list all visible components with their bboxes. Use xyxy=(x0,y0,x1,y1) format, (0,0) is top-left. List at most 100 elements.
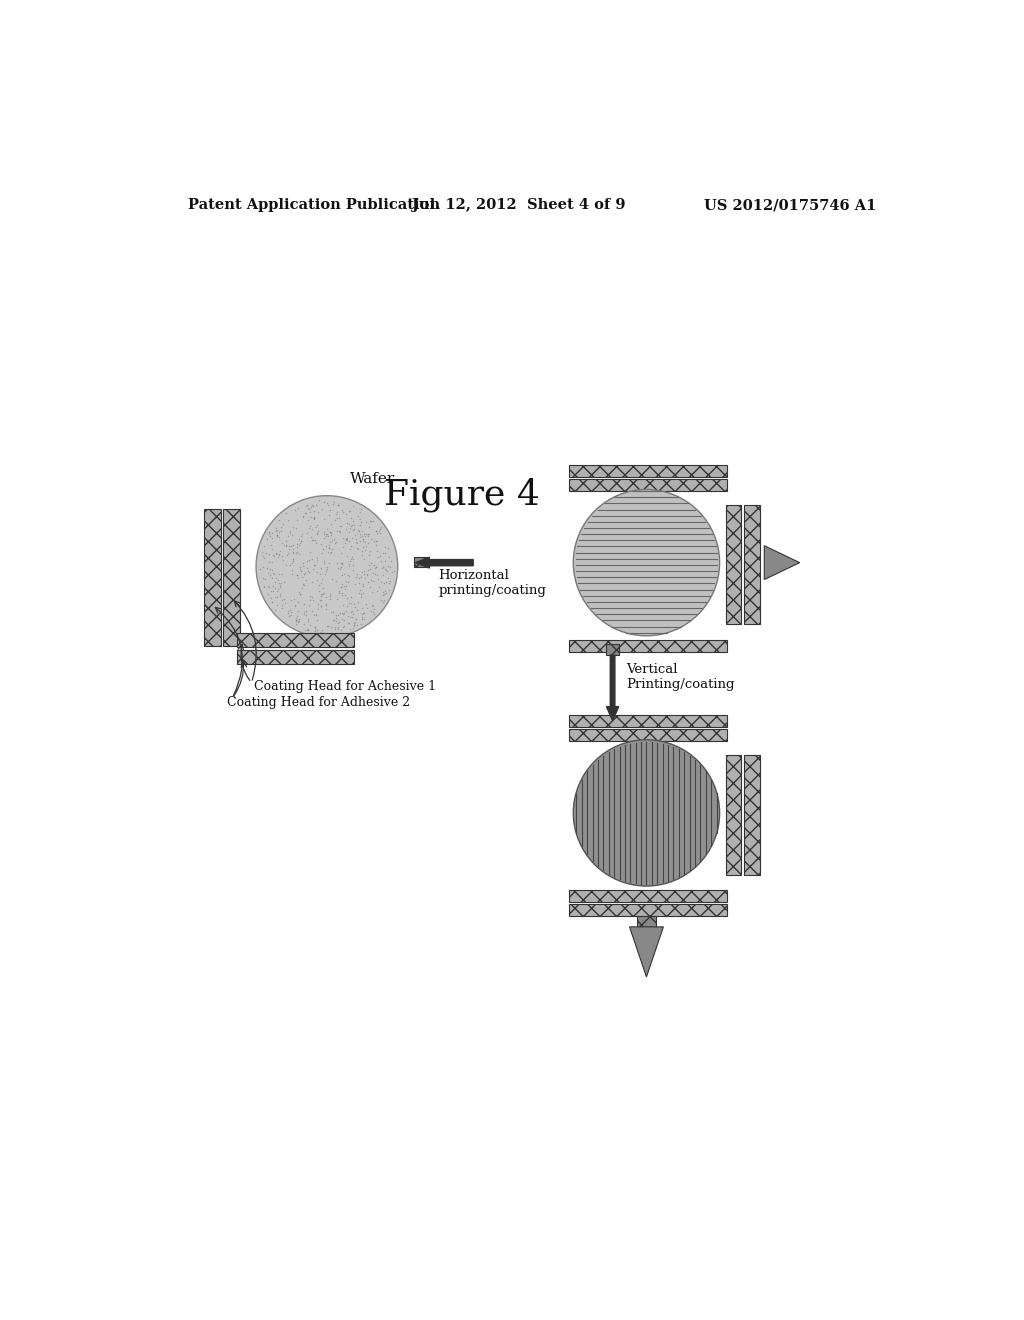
Point xyxy=(366,570,382,591)
Point xyxy=(340,500,356,521)
Point xyxy=(361,577,378,598)
Point xyxy=(319,541,336,562)
Point xyxy=(299,609,315,630)
Point xyxy=(331,507,347,528)
Point xyxy=(309,610,326,631)
Point xyxy=(310,622,327,643)
Point xyxy=(313,558,330,579)
Point xyxy=(269,578,286,599)
Point xyxy=(372,523,388,544)
Point xyxy=(334,553,350,574)
Point xyxy=(332,516,348,537)
Point xyxy=(299,557,315,578)
Point xyxy=(350,520,367,541)
Point xyxy=(285,516,301,537)
Point xyxy=(367,564,383,585)
Point xyxy=(288,607,304,628)
Point xyxy=(322,500,338,521)
Point xyxy=(265,562,282,583)
Point xyxy=(282,539,298,560)
Point xyxy=(285,548,301,569)
Point xyxy=(377,543,393,564)
Point xyxy=(362,552,379,573)
Polygon shape xyxy=(630,927,664,977)
Point xyxy=(322,585,338,606)
Point xyxy=(359,524,376,545)
Point xyxy=(362,570,379,591)
Point xyxy=(291,609,307,630)
Point xyxy=(328,611,344,632)
Point xyxy=(338,601,354,622)
Point xyxy=(292,583,308,605)
Point xyxy=(332,521,348,543)
Point xyxy=(351,508,368,529)
Point xyxy=(315,539,332,560)
Point xyxy=(352,583,369,605)
Bar xyxy=(569,904,727,916)
Point xyxy=(345,603,361,624)
Circle shape xyxy=(573,490,720,636)
Point xyxy=(375,565,391,586)
Point xyxy=(266,562,283,583)
Point xyxy=(285,550,301,572)
Point xyxy=(271,586,288,607)
Point xyxy=(326,491,342,512)
Point xyxy=(342,607,358,628)
Point xyxy=(342,517,358,539)
Point xyxy=(284,560,300,581)
Point xyxy=(333,576,349,597)
Point xyxy=(367,599,383,620)
Point xyxy=(353,606,370,627)
Point xyxy=(264,560,281,581)
Bar xyxy=(204,508,220,645)
Point xyxy=(386,561,402,582)
Point xyxy=(331,581,347,602)
Point xyxy=(346,615,362,636)
Point xyxy=(337,578,353,599)
Point xyxy=(351,527,368,548)
Point xyxy=(309,515,326,536)
Point xyxy=(260,552,276,573)
Point xyxy=(340,612,356,634)
Point xyxy=(301,594,317,615)
Point xyxy=(356,564,373,585)
Point xyxy=(365,602,381,623)
Point xyxy=(278,535,294,556)
Point xyxy=(281,536,297,557)
Point xyxy=(275,572,292,593)
Point xyxy=(271,544,288,565)
Bar xyxy=(414,557,428,566)
Point xyxy=(307,616,324,638)
Point xyxy=(361,541,378,562)
Point xyxy=(341,566,357,587)
Point xyxy=(270,544,287,565)
Point xyxy=(361,554,378,576)
Point xyxy=(373,572,389,593)
Point xyxy=(355,528,372,549)
Point xyxy=(276,589,293,610)
Point xyxy=(378,582,394,603)
Point xyxy=(270,569,287,590)
Point xyxy=(323,543,339,564)
Point xyxy=(340,572,356,593)
Bar xyxy=(569,479,727,491)
Point xyxy=(271,564,288,585)
Point xyxy=(376,589,392,610)
Point xyxy=(271,521,288,543)
Point xyxy=(381,546,397,568)
Point xyxy=(371,520,387,541)
Point xyxy=(304,494,321,515)
Point xyxy=(360,545,377,566)
Point xyxy=(325,610,341,631)
Point xyxy=(304,517,321,539)
Point xyxy=(369,523,385,544)
Point xyxy=(281,606,297,627)
Point xyxy=(323,524,339,545)
Point xyxy=(264,576,281,597)
Point xyxy=(311,564,328,585)
Point xyxy=(334,552,350,573)
Point xyxy=(350,591,367,612)
Point xyxy=(352,502,369,523)
Point xyxy=(290,568,306,589)
Point xyxy=(317,523,334,544)
